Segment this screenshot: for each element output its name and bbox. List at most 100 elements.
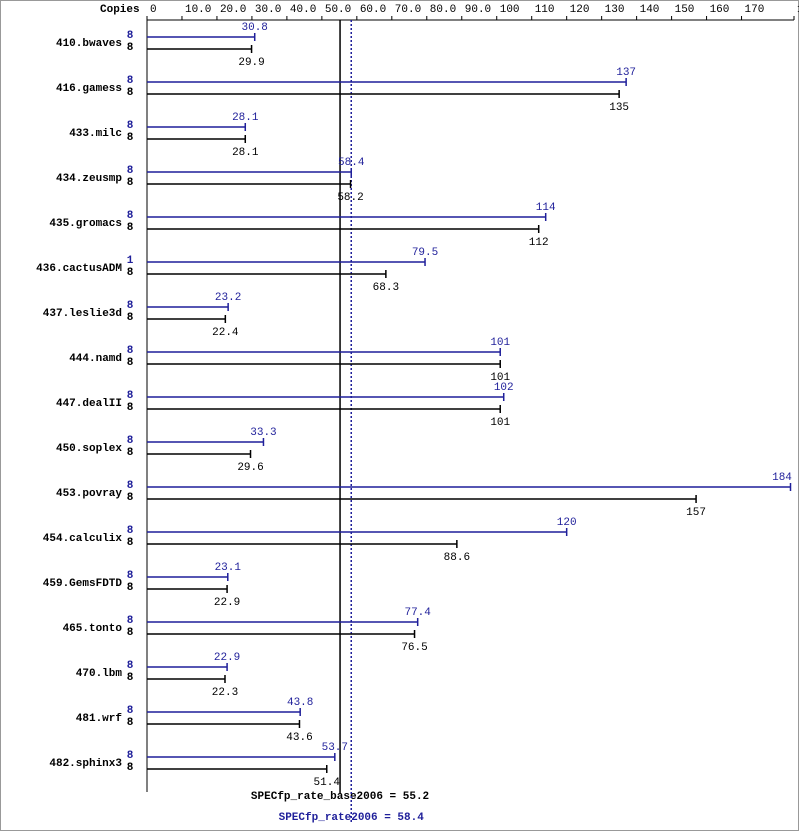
value-label: 101	[490, 417, 510, 429]
value-label: 23.2	[215, 292, 241, 304]
bar	[147, 708, 301, 716]
category-label: 437.leslie3d	[43, 308, 122, 320]
value-label: 23.1	[215, 562, 242, 574]
value-label: 22.9	[214, 597, 240, 609]
value-label: 30.8	[242, 22, 268, 34]
copies-label: 8	[127, 447, 134, 459]
value-label: 58.2	[337, 192, 363, 204]
value-label: 22.4	[212, 327, 239, 339]
category-label: 433.milc	[69, 128, 122, 140]
category-label: 459.GemsFDTD	[43, 578, 123, 590]
bar	[147, 33, 256, 41]
copies-label: 8	[127, 537, 134, 549]
copies-label: 1	[127, 255, 134, 267]
bar	[147, 348, 501, 356]
category-label: 481.wrf	[76, 713, 123, 725]
value-label: 28.1	[232, 112, 259, 124]
bar	[147, 225, 540, 233]
copies-label: 8	[127, 627, 134, 639]
x-tick-label: 70.0	[395, 4, 421, 16]
value-label: 88.6	[444, 552, 470, 564]
value-label: 28.1	[232, 147, 259, 159]
copies-label: 8	[127, 582, 134, 594]
x-tick-label: 80.0	[430, 4, 456, 16]
category-label: 450.soplex	[56, 443, 122, 455]
category-label: 465.tonto	[63, 623, 123, 635]
bar	[147, 168, 352, 176]
value-label: 76.5	[401, 642, 427, 654]
value-label: 58.4	[338, 157, 365, 169]
copies-label: 8	[127, 267, 134, 279]
value-label: 184	[772, 472, 792, 484]
bar	[147, 270, 387, 278]
reference-label: SPECfp_rate_base2006 = 55.2	[251, 791, 429, 803]
category-label: 410.bwaves	[56, 38, 122, 50]
x-tick-label: 90.0	[465, 4, 491, 16]
copies-header: Copies	[100, 4, 140, 16]
copies-label: 8	[127, 705, 134, 717]
x-tick-label: 130	[605, 4, 625, 16]
value-label: 22.9	[214, 652, 240, 664]
copies-label: 8	[127, 660, 134, 672]
copies-label: 8	[127, 165, 134, 177]
x-tick-label: 50.0	[325, 4, 351, 16]
bar	[147, 360, 501, 368]
value-label: 137	[616, 67, 636, 79]
x-tick-label: 20.0	[220, 4, 246, 16]
value-label: 77.4	[404, 607, 431, 619]
bar	[147, 720, 301, 728]
bar	[147, 78, 627, 86]
bar	[147, 303, 229, 311]
category-label: 453.povray	[56, 488, 122, 500]
bar	[147, 573, 229, 581]
bar	[147, 180, 352, 188]
copies-label: 8	[127, 87, 134, 99]
category-label: 470.lbm	[76, 668, 123, 680]
value-label: 51.4	[314, 777, 341, 789]
bar	[147, 213, 547, 221]
copies-label: 8	[127, 570, 134, 582]
copies-label: 8	[127, 390, 134, 402]
copies-label: 8	[127, 525, 134, 537]
copies-label: 8	[127, 762, 134, 774]
bar	[147, 753, 336, 761]
copies-label: 8	[127, 42, 134, 54]
copies-label: 8	[127, 312, 134, 324]
bar	[147, 675, 226, 683]
x-tick-label: 110	[535, 4, 555, 16]
value-label: 43.6	[286, 732, 312, 744]
bar	[147, 585, 228, 593]
copies-label: 8	[127, 120, 134, 132]
bar	[147, 438, 265, 446]
bar	[147, 630, 416, 638]
value-label: 29.6	[237, 462, 263, 474]
bar	[147, 258, 426, 266]
value-label: 135	[609, 102, 629, 114]
bar	[147, 765, 328, 773]
value-label: 102	[494, 382, 514, 394]
x-tick-label: 30.0	[255, 4, 281, 16]
copies-label: 8	[127, 435, 134, 447]
value-label: 33.3	[250, 427, 276, 439]
bar	[147, 618, 419, 626]
copies-label: 8	[127, 717, 134, 729]
bar	[147, 540, 458, 548]
category-label: 454.calculix	[43, 533, 123, 545]
copies-label: 8	[127, 345, 134, 357]
x-tick-label: 170	[745, 4, 765, 16]
copies-label: 8	[127, 132, 134, 144]
x-tick-label: 100	[500, 4, 520, 16]
category-label: 416.gamess	[56, 83, 122, 95]
copies-label: 8	[127, 210, 134, 222]
value-label: 68.3	[373, 282, 399, 294]
copies-label: 8	[127, 222, 134, 234]
bar	[147, 405, 501, 413]
copies-label: 8	[127, 75, 134, 87]
copies-label: 8	[127, 492, 134, 504]
value-label: 53.7	[322, 742, 348, 754]
copies-label: 8	[127, 615, 134, 627]
bar	[147, 90, 620, 98]
category-label: 436.cactusADM	[36, 263, 122, 275]
value-label: 120	[557, 517, 577, 529]
